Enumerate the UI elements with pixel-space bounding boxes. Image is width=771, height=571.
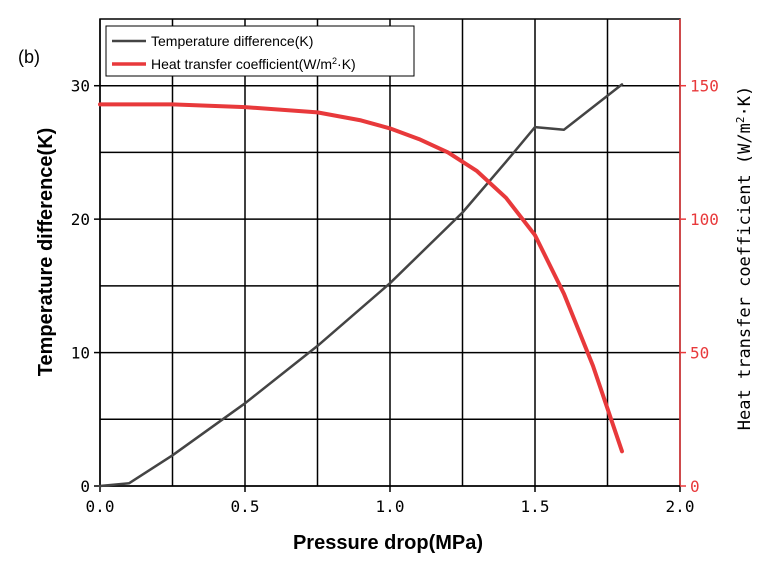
y-axis-label-right-sup: 2: [734, 117, 747, 124]
legend-label-htc: Heat transfer coefficient(W/m2·K): [151, 56, 356, 72]
x-tick-label: 1.0: [376, 497, 405, 516]
legend-label-htc-suffix: ·K): [337, 56, 356, 72]
y-axis-label-left: Temperature difference(K): [35, 128, 57, 377]
series-line-temperature-difference: [98, 83, 624, 488]
y-axis-label-right-prefix: Heat transfer coefficient (W/m: [735, 123, 755, 430]
x-tick-label: 0.0: [86, 497, 115, 516]
legend: Temperature difference(K) Heat transfer …: [105, 25, 415, 77]
series-lines: [98, 83, 624, 488]
y-left-tick-label: 10: [71, 344, 90, 363]
gridlines: [100, 19, 680, 486]
legend-box: [105, 25, 415, 77]
y-axis-label-right-suffix: ·K): [735, 86, 755, 117]
y-right-tick-label: 50: [690, 344, 709, 363]
y-right-tick-label: 100: [690, 210, 719, 229]
legend-label-temperature: Temperature difference(K): [151, 33, 313, 49]
y-left-tick-label: 20: [71, 210, 90, 229]
x-axis-label: Pressure drop(MPa): [293, 532, 483, 554]
y-right-tick-label: 0: [690, 477, 700, 496]
x-tick-label: 1.5: [521, 497, 550, 516]
x-tick-label: 0.5: [231, 497, 260, 516]
y-right-tick-label: 150: [690, 77, 719, 96]
series-line-heat-transfer-coefficient: [98, 102, 624, 454]
x-tick-label: 2.0: [666, 497, 695, 516]
y-left-tick-label: 0: [80, 477, 90, 496]
legend-label-htc-prefix: Heat transfer coefficient(W/m: [151, 56, 332, 72]
y-left-tick-label: 30: [71, 77, 90, 96]
y-axis-label-right: Heat transfer coefficient (W/m2·K): [734, 86, 755, 430]
legend-label-htc-sup: 2: [332, 56, 337, 66]
panel-label: (b): [18, 47, 40, 67]
